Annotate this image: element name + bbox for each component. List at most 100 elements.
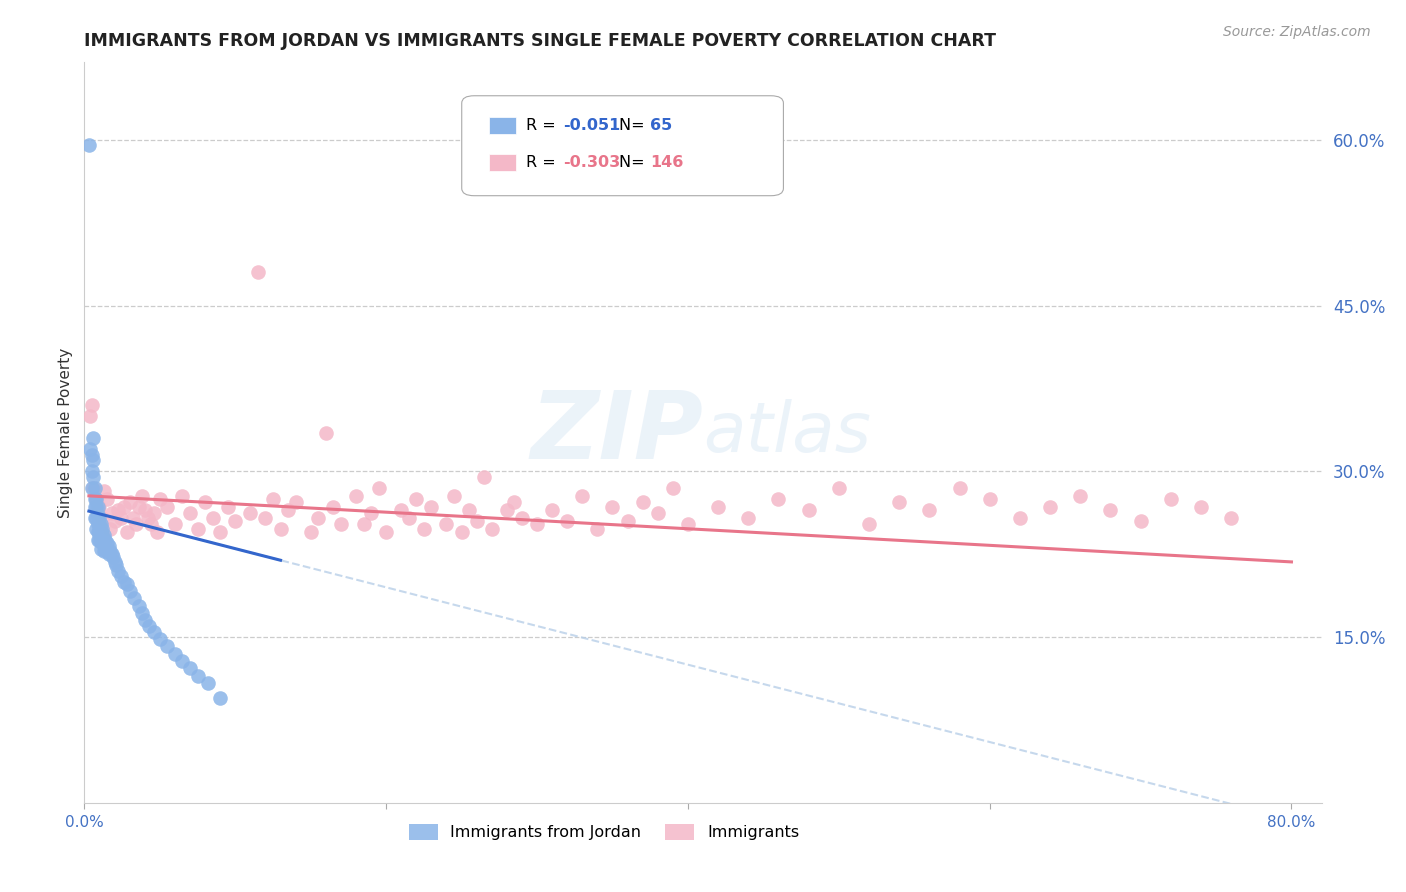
- Point: [344, 489, 367, 503]
- Point: [138, 619, 160, 633]
- Point: [87, 524, 110, 539]
- Point: [662, 481, 685, 495]
- Point: [86, 500, 108, 514]
- Point: [299, 524, 322, 539]
- Point: [186, 669, 208, 683]
- Point: [93, 544, 115, 558]
- Point: [571, 489, 593, 503]
- Point: [246, 265, 269, 279]
- Point: [201, 510, 224, 524]
- Point: [472, 470, 495, 484]
- Point: [128, 500, 150, 514]
- Point: [115, 524, 138, 539]
- Point: [136, 510, 159, 524]
- Point: [163, 647, 186, 661]
- Point: [96, 536, 118, 550]
- Point: [90, 533, 112, 547]
- Point: [93, 528, 115, 542]
- Point: [93, 484, 115, 499]
- Point: [87, 503, 110, 517]
- Point: [277, 503, 299, 517]
- Text: ZIP: ZIP: [530, 386, 703, 479]
- Point: [89, 524, 111, 539]
- Point: [197, 676, 219, 690]
- Point: [101, 550, 124, 565]
- Point: [163, 517, 186, 532]
- Text: R =: R =: [526, 155, 561, 169]
- Point: [194, 495, 217, 509]
- Point: [98, 544, 121, 558]
- Point: [103, 514, 125, 528]
- Point: [89, 517, 111, 532]
- Point: [124, 517, 146, 532]
- Point: [97, 547, 120, 561]
- Point: [307, 510, 329, 524]
- Point: [586, 522, 609, 536]
- Point: [647, 506, 669, 520]
- Point: [91, 510, 114, 524]
- Point: [360, 506, 382, 520]
- Point: [94, 541, 117, 556]
- Point: [398, 510, 420, 524]
- Point: [121, 510, 143, 524]
- Point: [96, 491, 118, 506]
- Point: [367, 481, 389, 495]
- Point: [353, 517, 375, 532]
- Point: [82, 481, 104, 495]
- Point: [80, 481, 103, 495]
- Point: [122, 591, 145, 606]
- Point: [87, 500, 110, 514]
- Point: [96, 544, 118, 558]
- Text: 65: 65: [650, 118, 672, 133]
- Point: [389, 503, 412, 517]
- Point: [1129, 514, 1152, 528]
- Point: [118, 583, 141, 598]
- Point: [1039, 500, 1062, 514]
- Point: [82, 431, 104, 445]
- Point: [217, 500, 239, 514]
- Point: [142, 506, 165, 520]
- Point: [100, 506, 122, 520]
- Point: [87, 517, 110, 532]
- Point: [1220, 510, 1243, 524]
- Point: [284, 495, 307, 509]
- Point: [707, 500, 730, 514]
- Point: [541, 503, 564, 517]
- Point: [91, 528, 114, 542]
- Point: [262, 491, 284, 506]
- Point: [134, 614, 156, 628]
- FancyBboxPatch shape: [461, 95, 783, 195]
- Point: [186, 522, 208, 536]
- Point: [84, 481, 107, 495]
- Point: [1008, 510, 1031, 524]
- Point: [450, 524, 472, 539]
- Point: [443, 489, 465, 503]
- Point: [948, 481, 970, 495]
- Point: [858, 517, 880, 532]
- Point: [526, 517, 548, 532]
- Point: [77, 138, 100, 153]
- Point: [768, 491, 790, 506]
- Point: [93, 536, 115, 550]
- Point: [82, 470, 104, 484]
- Point: [616, 514, 638, 528]
- Point: [179, 506, 201, 520]
- Point: [1069, 489, 1091, 503]
- Text: N=: N=: [619, 118, 650, 133]
- Point: [156, 500, 179, 514]
- Point: [79, 442, 101, 457]
- Point: [172, 489, 194, 503]
- Point: [84, 491, 107, 506]
- Point: [631, 495, 654, 509]
- FancyBboxPatch shape: [489, 154, 516, 170]
- Point: [495, 503, 517, 517]
- Point: [254, 510, 277, 524]
- Point: [107, 503, 129, 517]
- Point: [458, 503, 481, 517]
- Point: [107, 564, 129, 578]
- Point: [87, 533, 110, 547]
- Point: [80, 398, 103, 412]
- Point: [602, 500, 624, 514]
- Point: [110, 510, 132, 524]
- Point: [315, 425, 337, 440]
